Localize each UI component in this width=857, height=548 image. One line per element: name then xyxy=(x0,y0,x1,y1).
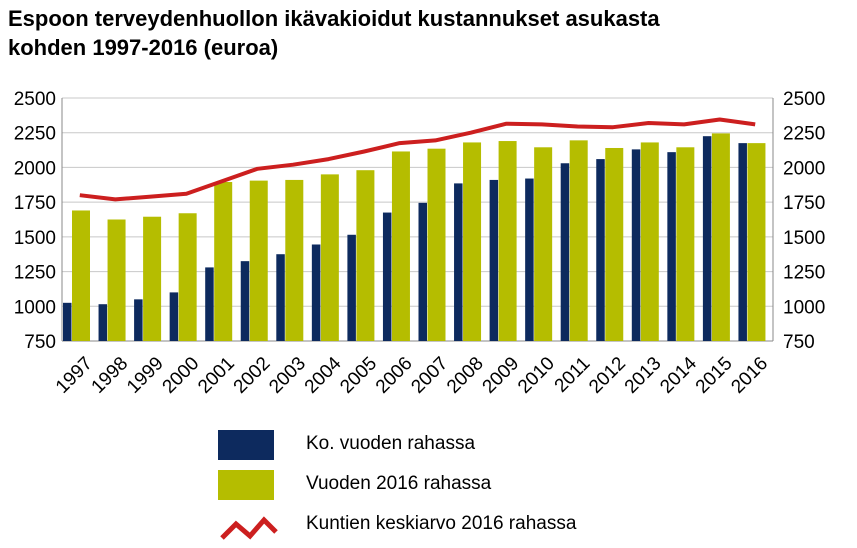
x-tick-label: 2002 xyxy=(230,353,275,398)
x-tick-label: 1998 xyxy=(88,353,133,398)
bar-series-2 xyxy=(356,170,375,341)
x-tick-label: 2007 xyxy=(407,353,452,398)
bar-series-1 xyxy=(631,149,641,341)
legend-label-series-2: Vuoden 2016 rahassa xyxy=(306,473,492,494)
bar-series-1 xyxy=(311,244,321,341)
bar-series-1 xyxy=(347,234,356,341)
bar-series-1 xyxy=(596,159,605,341)
legend-item-series-2: Vuoden 2016 rahassa xyxy=(218,468,738,508)
bar-series-1 xyxy=(667,152,676,341)
x-tick-label: 2016 xyxy=(727,353,772,398)
x-tick-label: 1999 xyxy=(123,353,168,398)
bar-series-1 xyxy=(454,183,463,341)
legend-swatch-series-1 xyxy=(218,430,274,460)
y-tick-label-left: 750 xyxy=(24,332,56,353)
x-tick-label: 2003 xyxy=(265,353,310,398)
bar-series-1 xyxy=(382,212,392,341)
x-tick-label: 2004 xyxy=(301,353,346,398)
bar-series-2 xyxy=(711,133,730,341)
x-tick-label: 2000 xyxy=(159,353,204,398)
x-tick-label: 2010 xyxy=(514,353,559,398)
bar-series-2 xyxy=(534,147,553,341)
x-tick-label: 2013 xyxy=(621,353,666,398)
y-tick-label-left: 1500 xyxy=(14,228,56,249)
chart-title: Espoon terveydenhuollon ikävakioidut kus… xyxy=(8,4,848,62)
y-tick-label-left: 1000 xyxy=(14,297,56,318)
y-tick-label-left: 1250 xyxy=(14,263,56,284)
bar-series-1 xyxy=(702,136,712,341)
x-tick-label: 2009 xyxy=(479,353,524,398)
y-tick-label-left: 2250 xyxy=(14,124,56,145)
y-tick-label-right: 750 xyxy=(783,332,815,353)
chart-title-line-2: kohden 1997-2016 (euroa) xyxy=(8,35,279,60)
y-tick-label-right: 2250 xyxy=(783,124,825,145)
x-tick-label: 2012 xyxy=(585,353,630,398)
legend-item-series-3: Kuntien keskiarvo 2016 rahassa xyxy=(218,508,738,548)
bar-series-2 xyxy=(178,213,197,341)
bar-series-2 xyxy=(214,182,233,341)
y-tick-label-left: 1750 xyxy=(14,193,56,214)
legend-label-series-3: Kuntien keskiarvo 2016 rahassa xyxy=(306,513,577,534)
y-tick-label-right: 1250 xyxy=(783,263,825,284)
y-tick-label-right: 1750 xyxy=(783,193,825,214)
bar-series-1 xyxy=(418,202,427,341)
bar-series-1 xyxy=(98,304,108,341)
bar-series-1 xyxy=(240,261,250,341)
x-tick-label: 2001 xyxy=(194,353,239,398)
bar-series-2 xyxy=(249,180,268,341)
y-tick-label-left: 2000 xyxy=(14,158,56,179)
bar-series-2 xyxy=(143,216,162,341)
bar-series-2 xyxy=(676,147,695,341)
x-tick-label: 2011 xyxy=(551,353,595,397)
bar-series-2 xyxy=(498,141,517,341)
line-series-3 xyxy=(79,117,756,202)
chart-plot: 750 750 1000 1000 1250 1250 1500 1500 1750 1750 20… xyxy=(14,89,826,398)
bar-series-2 xyxy=(391,151,410,341)
x-tick-label: 2005 xyxy=(336,353,381,398)
bar-series-1 xyxy=(738,143,747,341)
bar-series-2 xyxy=(107,219,126,341)
bar-series-2 xyxy=(72,210,90,341)
legend-item-series-1: Ko. vuoden rahassa xyxy=(218,428,738,468)
y-tick-label-right: 1000 xyxy=(783,297,825,318)
x-tick-label: 2006 xyxy=(372,353,417,398)
bar-series-1 xyxy=(134,299,143,341)
bar-series-2 xyxy=(320,174,339,341)
legend-swatch-series-2 xyxy=(218,470,274,500)
y-tick-label-right: 2500 xyxy=(783,89,825,110)
bar-series-1 xyxy=(560,163,570,341)
x-tick-label: 1997 xyxy=(52,353,97,398)
bar-series-2 xyxy=(640,142,659,341)
chart-legend: Ko. vuoden rahassa Vuoden 2016 rahassa K… xyxy=(218,428,738,548)
legend-label-series-1: Ko. vuoden rahassa xyxy=(306,433,476,454)
bar-series-2 xyxy=(463,142,482,341)
x-tick-label: 2014 xyxy=(656,353,701,398)
chart-title-line-1: Espoon terveydenhuollon ikävakioidut kus… xyxy=(8,6,660,31)
legend-line-series-3 xyxy=(220,516,278,540)
y-tick-label-right: 1500 xyxy=(783,228,825,249)
bar-series-1 xyxy=(169,292,179,341)
bar-series-2 xyxy=(605,147,624,341)
y-tick-label-right: 2000 xyxy=(783,158,825,179)
y-tick-label-left: 2500 xyxy=(14,89,56,110)
x-tick-label: 2015 xyxy=(692,353,737,398)
bar-series-2 xyxy=(427,148,446,341)
x-tick-label: 2008 xyxy=(443,353,488,398)
bar-series-2 xyxy=(285,179,304,341)
bar-series-2 xyxy=(747,143,766,341)
bar-series-1 xyxy=(525,178,534,341)
bar-series-1 xyxy=(489,179,499,341)
bar-series-1 xyxy=(205,267,214,341)
bar-series-1 xyxy=(63,302,72,341)
bar-series-2 xyxy=(569,140,588,341)
bar-series-1 xyxy=(276,254,285,341)
